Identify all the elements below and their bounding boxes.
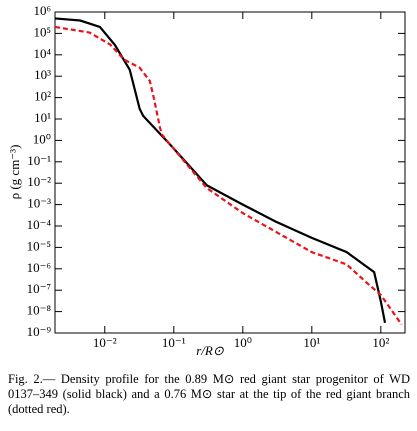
x-tick-label: 10⁻¹: [162, 335, 186, 350]
y-tick-label: 10⁻⁸: [27, 303, 52, 318]
y-tick-label: 10⁵: [33, 24, 51, 39]
chart: r/R⊙ ρ (g cm⁻³) 10⁻² 10⁻¹ 10⁰ 10¹ 10² 10⁻⁹ 10⁻…: [7, 3, 406, 358]
y-tick-label: 10³: [34, 67, 51, 82]
y-tick-label: 10⁰: [33, 131, 51, 146]
plot-frame: [54, 11, 406, 334]
x-tick-label: 10⁰: [234, 335, 252, 350]
y-tick-label: 10⁻³: [27, 196, 51, 211]
line-series: [54, 25, 403, 326]
y-tick-label: 10⁻¹: [27, 153, 51, 168]
line-series: [54, 17, 387, 324]
y-tick-label: 10⁻⁹: [27, 324, 52, 339]
y-tick-label: 10⁻²: [27, 174, 51, 189]
x-tick-label: 10²: [372, 335, 389, 350]
y-tick-label: 10⁻⁴: [27, 217, 52, 232]
y-tick-label: 10¹: [34, 110, 51, 125]
y-tick-label: 10⁶: [33, 3, 51, 18]
y-tick-label: 10⁴: [33, 46, 51, 61]
y-tick-label: 10²: [34, 89, 51, 104]
y-tick-label: 10⁻⁷: [27, 281, 51, 296]
y-axis-label: ρ (g cm⁻³): [7, 145, 22, 200]
x-tick-label: 10⁻²: [93, 335, 117, 350]
y-tick-label: 10⁻⁶: [27, 260, 51, 275]
x-tick-label: 10¹: [303, 335, 320, 350]
x-axis-label: r/R⊙: [196, 343, 224, 358]
y-tick-label: 10⁻⁵: [27, 238, 51, 253]
caption: Fig. 2.— Density profile for the 0.89 M⊙…: [8, 372, 410, 416]
